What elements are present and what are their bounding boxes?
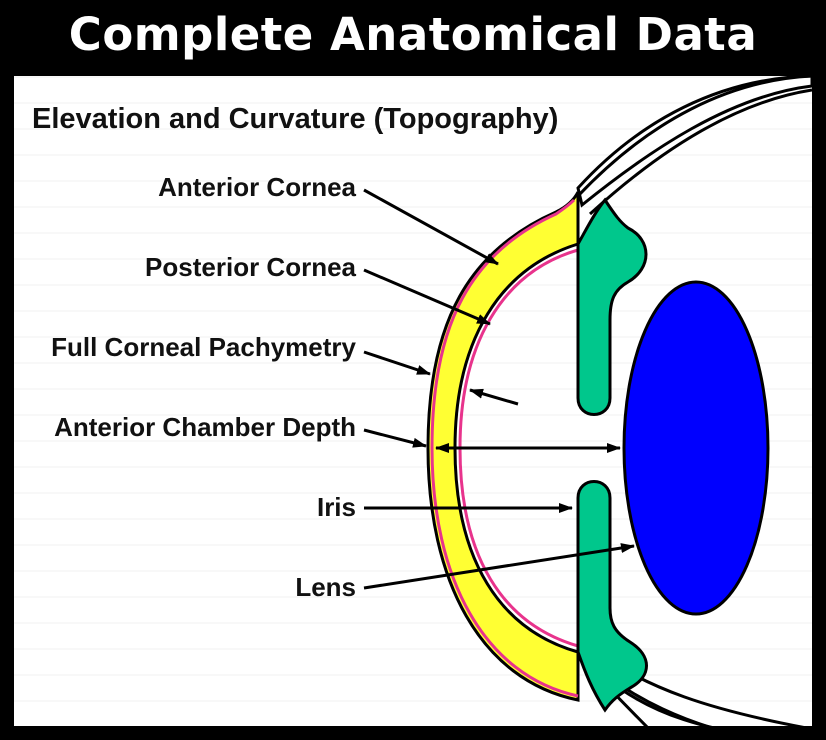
iris-upper <box>576 197 648 416</box>
arrow-chamber-depth-left <box>363 428 427 448</box>
iris-lower <box>576 480 648 713</box>
label-chamber-depth: Anterior Chamber Depth <box>54 412 356 442</box>
arrow-pachymetry-outer <box>363 350 431 376</box>
diagram-subtitle: Elevation and Curvature (Topography) <box>32 103 558 135</box>
arrow-anterior-cornea <box>363 188 499 266</box>
label-anterior-cornea: Anterior Cornea <box>158 172 356 202</box>
arrow-pachymetry-inner <box>469 388 519 406</box>
sclera-inner-line-top <box>588 88 812 216</box>
arrow-lens <box>363 543 635 590</box>
eye-diagram: Elevation and Curvature (Topography) Ant… <box>14 76 812 726</box>
label-pachymetry: Full Corneal Pachymetry <box>51 332 356 362</box>
label-lens: Lens <box>295 572 356 602</box>
page-title: Complete Anatomical Data <box>68 8 758 61</box>
sclera-outer-line-top <box>576 76 812 198</box>
label-iris: Iris <box>317 492 356 522</box>
lens <box>622 280 770 616</box>
arrow-posterior-cornea <box>363 268 491 326</box>
label-posterior-cornea: Posterior Cornea <box>145 252 356 282</box>
diagram-panel: Elevation and Curvature (Topography) Ant… <box>14 76 812 726</box>
anterior-cornea-outline <box>430 198 579 698</box>
